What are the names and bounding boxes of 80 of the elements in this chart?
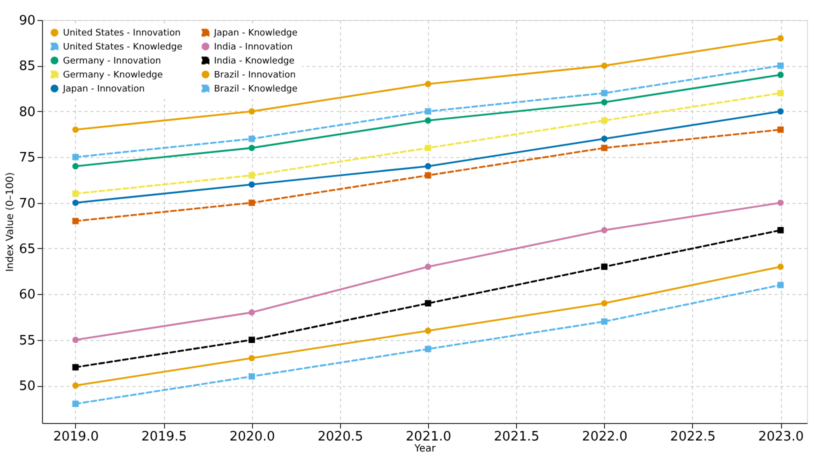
y-tick-label: 50 bbox=[18, 379, 36, 394]
y-axis-title: Index Value (0–100) bbox=[4, 172, 16, 272]
x-tick-label: 2022.5 bbox=[670, 430, 716, 444]
point bbox=[601, 136, 608, 142]
point bbox=[248, 309, 255, 316]
legend-label: Japan - Innovation bbox=[62, 84, 145, 94]
y-tick-label: 65 bbox=[18, 242, 36, 257]
point bbox=[601, 117, 608, 124]
legend-label: United States - Knowledge bbox=[63, 42, 183, 52]
point bbox=[248, 373, 255, 380]
point bbox=[601, 62, 608, 69]
point bbox=[72, 382, 79, 389]
point bbox=[248, 172, 255, 179]
legend-label: Brazil - Knowledge bbox=[214, 84, 298, 94]
y-tick-label: 60 bbox=[18, 288, 36, 303]
y-tick-label: 90 bbox=[18, 14, 36, 28]
point bbox=[424, 80, 432, 88]
point bbox=[424, 108, 432, 115]
point bbox=[777, 108, 784, 115]
point bbox=[601, 318, 608, 325]
x-tick-label: 2022.0 bbox=[582, 430, 628, 444]
point bbox=[248, 336, 255, 344]
point bbox=[777, 126, 784, 133]
y-tick-label: 70 bbox=[18, 196, 36, 212]
point bbox=[424, 144, 432, 152]
y-tick-label: 55 bbox=[18, 333, 36, 348]
legend-label: Germany - Innovation bbox=[63, 56, 161, 66]
y-tick-label: 75 bbox=[18, 150, 36, 166]
point bbox=[72, 336, 79, 343]
point bbox=[424, 300, 432, 306]
legend-label: United States - Innovation bbox=[63, 28, 181, 39]
point bbox=[424, 163, 432, 170]
point bbox=[248, 108, 255, 115]
point bbox=[424, 346, 432, 352]
point bbox=[72, 364, 79, 370]
legend-label: India - Innovation bbox=[214, 42, 293, 52]
point bbox=[601, 300, 608, 306]
point bbox=[601, 227, 608, 234]
x-axis-title: Year bbox=[413, 444, 436, 454]
point bbox=[601, 99, 608, 106]
point bbox=[424, 172, 432, 179]
point bbox=[601, 264, 608, 270]
point bbox=[777, 264, 784, 270]
point bbox=[248, 200, 255, 206]
legend-label: Japan - Knowledge bbox=[213, 28, 298, 39]
legend-label: India - Knowledge bbox=[214, 56, 295, 66]
point bbox=[601, 144, 608, 152]
point bbox=[248, 136, 255, 142]
point bbox=[248, 181, 255, 188]
legend-label: Brazil - Innovation bbox=[214, 70, 296, 80]
point bbox=[424, 264, 432, 270]
point bbox=[72, 190, 79, 197]
point bbox=[777, 72, 784, 78]
point bbox=[777, 90, 784, 96]
point bbox=[424, 328, 432, 334]
point bbox=[777, 200, 784, 206]
point bbox=[777, 62, 784, 69]
point bbox=[72, 154, 79, 160]
x-tick-label: 2019.0 bbox=[53, 430, 99, 444]
point bbox=[777, 227, 784, 234]
x-tick-label: 2021.0 bbox=[406, 430, 452, 444]
x-tick-label: 2020.5 bbox=[318, 430, 364, 444]
point bbox=[72, 200, 79, 206]
point bbox=[777, 282, 784, 288]
point bbox=[72, 163, 79, 170]
legend-label: Germany - Knowledge bbox=[63, 70, 164, 80]
x-tick-label: 2021.5 bbox=[494, 430, 540, 444]
y-tick-label: 80 bbox=[18, 104, 36, 120]
x-tick-label: 2023.0 bbox=[758, 430, 804, 444]
x-tick-label: 2019.5 bbox=[141, 430, 187, 444]
point bbox=[72, 218, 79, 224]
point bbox=[777, 35, 784, 42]
point bbox=[72, 400, 79, 407]
y-tick-label: 85 bbox=[18, 59, 36, 74]
x-tick-label: 2020.0 bbox=[230, 430, 276, 444]
point bbox=[248, 354, 255, 362]
point bbox=[248, 144, 255, 152]
point bbox=[424, 117, 432, 124]
point bbox=[601, 90, 608, 96]
point bbox=[72, 126, 79, 133]
